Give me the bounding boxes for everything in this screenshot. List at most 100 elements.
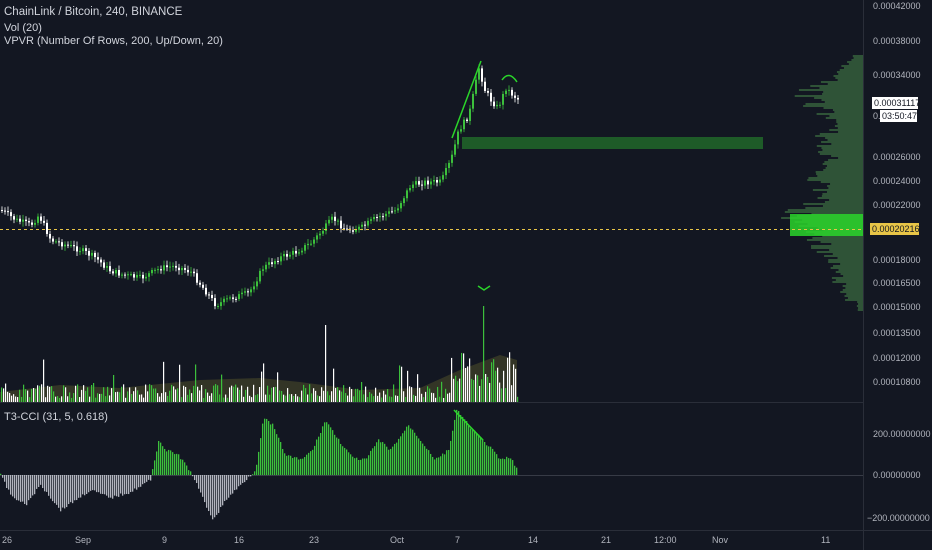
volume-bar bbox=[429, 388, 431, 402]
support-zone[interactable] bbox=[462, 137, 763, 149]
volume-bar bbox=[43, 359, 45, 402]
volume-bar bbox=[261, 371, 263, 402]
volume-bar bbox=[413, 394, 415, 402]
cci-bar bbox=[212, 475, 214, 520]
candle-body bbox=[79, 251, 81, 253]
volume-bar bbox=[219, 394, 221, 402]
volume-bar bbox=[249, 395, 251, 402]
cci-bar bbox=[466, 421, 468, 475]
current-price-badge bbox=[872, 97, 918, 109]
volume-bar bbox=[73, 393, 75, 402]
volume-bar bbox=[333, 368, 335, 402]
candle-body bbox=[382, 216, 384, 218]
price-axis-label: 0.00018000 bbox=[873, 255, 921, 265]
candle-body bbox=[142, 274, 144, 279]
cci-bar bbox=[442, 453, 444, 475]
time-label-9: 9 bbox=[162, 535, 167, 545]
volume-bar bbox=[427, 386, 429, 402]
cci-indicator-title[interactable]: T3-CCI (31, 5, 0.618) bbox=[4, 411, 108, 423]
cci-bar bbox=[108, 475, 110, 498]
cci-bar bbox=[404, 430, 406, 475]
vpvr-row bbox=[831, 243, 863, 245]
volume-bar bbox=[137, 390, 139, 402]
cci-bar bbox=[440, 456, 442, 475]
candle-body bbox=[124, 274, 126, 276]
volume-bar bbox=[337, 387, 339, 402]
time-label-23: 23 bbox=[309, 535, 319, 545]
candle-body bbox=[460, 129, 462, 132]
cci-bar bbox=[356, 457, 358, 475]
trend-line-up[interactable] bbox=[451, 60, 482, 139]
vpvr-row bbox=[822, 193, 863, 195]
cci-bar bbox=[102, 475, 104, 494]
candle-body bbox=[10, 212, 12, 217]
volume-indicator-title[interactable]: Vol (20) bbox=[4, 22, 42, 34]
vpvr-row bbox=[818, 151, 863, 153]
candle-body bbox=[388, 211, 390, 214]
candle-body bbox=[418, 181, 420, 185]
volume-bar bbox=[119, 392, 121, 402]
volume-bar bbox=[239, 389, 241, 402]
candle-body bbox=[277, 261, 279, 263]
vpvr-row bbox=[832, 109, 863, 111]
cci-bar bbox=[376, 442, 378, 475]
time-axis[interactable]: 26 Sep 9 16 23 Oct 7 14 21 12:00 Nov 11 bbox=[2, 535, 830, 545]
cci-bar bbox=[252, 474, 254, 475]
candle-body bbox=[316, 235, 318, 240]
candle-body bbox=[343, 228, 345, 230]
symbol-title[interactable]: ChainLink / Bitcoin, 240, BINANCE bbox=[4, 6, 183, 18]
cci-bar bbox=[262, 423, 264, 475]
cci-bar bbox=[62, 475, 64, 508]
candle-body bbox=[70, 245, 72, 247]
cci-bar bbox=[290, 455, 292, 475]
volume-bar bbox=[503, 370, 505, 402]
cci-bar bbox=[172, 452, 174, 475]
cci-bar bbox=[366, 458, 368, 475]
vpvr-row bbox=[838, 73, 863, 75]
vpvr-row bbox=[836, 119, 863, 121]
candle-body bbox=[28, 221, 30, 223]
cci-bar bbox=[286, 455, 288, 475]
volume-bar bbox=[105, 396, 107, 402]
cci-bar bbox=[280, 441, 282, 475]
vpvr-row bbox=[811, 245, 863, 247]
vpvr-row bbox=[843, 67, 863, 69]
vpvr-indicator-title[interactable]: VPVR (Number Of Rows, 200, Up/Down, 20) bbox=[4, 35, 223, 47]
volume-bar bbox=[25, 389, 27, 402]
volume-bar bbox=[193, 385, 195, 402]
current-price-label: 0.00031117 bbox=[874, 98, 920, 108]
cci-bar bbox=[120, 475, 122, 494]
cci-bar bbox=[16, 475, 18, 501]
cci-bar bbox=[78, 475, 80, 498]
candle-body bbox=[448, 162, 450, 169]
cci-bar bbox=[14, 475, 16, 499]
volume-bar bbox=[415, 395, 417, 402]
candle-body bbox=[52, 238, 54, 242]
cci-bar bbox=[456, 409, 458, 475]
volume-bar bbox=[83, 385, 85, 402]
vpvr-row bbox=[830, 183, 863, 185]
cci-bar bbox=[338, 438, 340, 475]
vpvr-row bbox=[829, 249, 863, 251]
cci-bar bbox=[230, 475, 232, 495]
cci-bar bbox=[24, 475, 26, 505]
cci-divergence-line[interactable] bbox=[453, 409, 484, 441]
price-axis-label: 0.00012000 bbox=[873, 353, 921, 363]
vpvr-row bbox=[819, 153, 863, 155]
vpvr-row bbox=[825, 137, 863, 139]
volume-bar bbox=[373, 396, 375, 402]
candle-body bbox=[106, 266, 108, 268]
price-axis[interactable]: 0.00042000 0.00038000 0.00034000 0.00026000… bbox=[873, 1, 921, 387]
cci-bar bbox=[204, 475, 206, 503]
arc-drawing[interactable] bbox=[501, 74, 518, 83]
volume-bar bbox=[55, 396, 57, 402]
cci-bar bbox=[434, 459, 436, 475]
vpvr-row bbox=[846, 293, 863, 295]
vpvr-row bbox=[822, 149, 863, 151]
hidden-price-fragment: 0. bbox=[873, 111, 881, 121]
candle-body bbox=[445, 168, 447, 176]
candle-body bbox=[484, 81, 486, 91]
vpvr-row bbox=[806, 239, 863, 241]
cci-bar bbox=[488, 446, 490, 475]
